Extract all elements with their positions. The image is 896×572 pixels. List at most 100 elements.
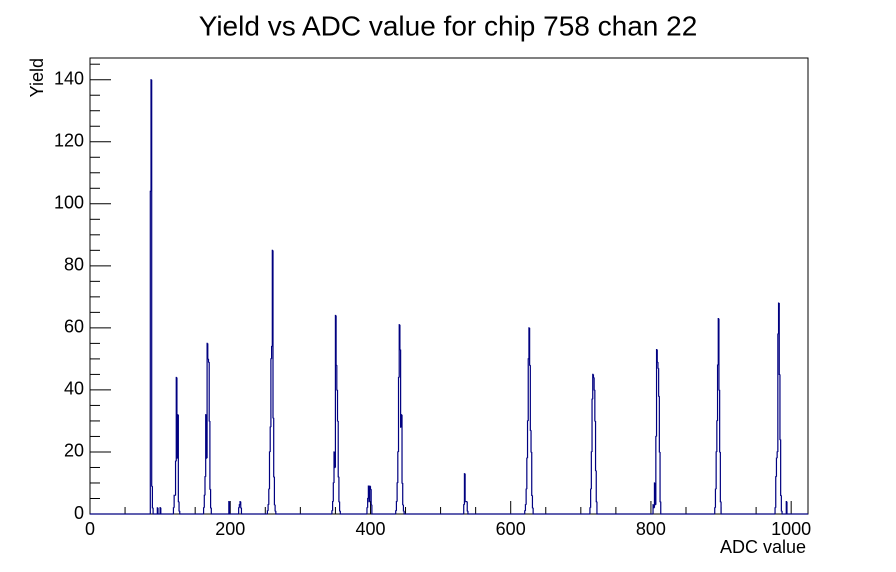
histogram-bin [272,250,274,419]
histogram-bin [368,486,370,503]
histogram-bin [720,501,776,515]
histogram-bin [463,504,465,514]
histogram-bin [596,501,654,515]
x-tick-label: 0 [85,519,95,539]
histogram-bin [781,510,787,515]
histogram-bin [786,501,808,515]
histogram-bin [524,504,527,511]
histogram-bin [658,396,661,453]
histogram-bin [207,343,209,360]
y-tick-label: 40 [64,379,84,399]
histogram-bin [526,420,529,459]
histogram-bin [529,327,531,366]
histogram-bin [367,497,369,508]
histogram-bin [266,510,269,514]
histogram-bin [775,476,777,508]
histogram-bin [716,420,718,452]
histogram-bin [592,374,595,379]
histogram-bin [228,501,239,515]
histogram-bin [776,451,778,459]
histogram-bin [274,504,276,512]
histogram-bin [777,333,779,452]
histogram-bin [157,507,161,515]
histogram-bin [467,510,525,515]
histogram-bin [270,358,272,428]
histogram-bin [175,376,177,462]
x-tick-label: 400 [355,519,385,539]
histogram-bin [202,507,205,514]
histogram-bin [397,376,400,452]
histogram-bin [332,482,335,502]
histogram-bin [395,510,397,514]
histogram-bin [210,489,212,509]
histogram-bin [656,349,658,363]
histogram-bin [402,482,404,506]
histogram-bin [339,510,367,515]
histogram-bin [526,457,528,490]
histogram-bin [401,414,403,484]
histogram-bin [149,190,152,514]
y-tick-label: 20 [64,441,84,461]
histogram-bin [238,504,241,508]
histogram-bin [273,476,276,506]
histogram-bin [402,504,405,512]
histogram-bin [589,507,591,514]
histogram-bin [780,495,783,512]
histogram-bin [238,507,240,514]
histogram-bin [715,451,717,490]
histogram-bin [525,488,527,505]
histogram-bin [780,439,782,496]
histogram-bin [531,495,534,509]
plot-frame [89,57,809,515]
histogram-bin [716,364,719,421]
x-tick-label: 600 [496,519,526,539]
x-tick-label: 200 [215,519,245,539]
histogram-bin [775,457,778,477]
histogram-bin [174,460,177,496]
x-tick-label: 1000 [771,519,811,539]
histogram-bin [370,489,372,506]
histogram-bin [179,510,204,515]
histogram-bin [777,302,780,335]
y-tick-label: 60 [64,317,84,337]
histogram-bin [172,507,175,514]
histogram-bin [268,451,271,490]
histogram-bin [366,507,368,514]
histogram-bin [531,451,533,496]
histogram-bin [655,435,657,505]
histogram-bin [339,501,341,512]
histogram-bin [209,420,211,490]
histogram-bin [208,362,210,422]
histogram-bin [206,342,208,459]
histogram-bin [714,507,716,514]
histogram-bin [463,473,466,505]
chart-title: Yield vs ADC value for chip 758 chan 22 [199,10,698,41]
histogram-bin [719,451,722,503]
histogram-bin [659,451,661,503]
histogram-bin [152,507,158,515]
histogram-bin [658,368,660,397]
histogram-bin [594,389,596,422]
histogram-bin [654,482,656,506]
histogram-bin [207,358,210,363]
histogram-bin [178,501,180,512]
histogram-bin [527,358,529,421]
histogram-bin [268,488,270,505]
histogram-bin [177,414,180,503]
y-tick-label: 0 [74,503,84,523]
histogram-bin [532,507,590,515]
histogram-bin [160,507,174,515]
histogram-bin [337,420,339,478]
histogram-bin [590,451,593,490]
histogram-bin [655,348,658,437]
histogram-bin [203,494,205,508]
histogram-bin [397,451,399,483]
histogram-bin [267,504,269,511]
histogram-bin [717,317,719,366]
histogram-bin [240,501,242,509]
histogram-bin [334,314,337,468]
histogram-bin [335,315,337,366]
histogram-bin [395,500,398,511]
x-tick-label: 800 [636,519,666,539]
histogram-bin [396,482,398,502]
